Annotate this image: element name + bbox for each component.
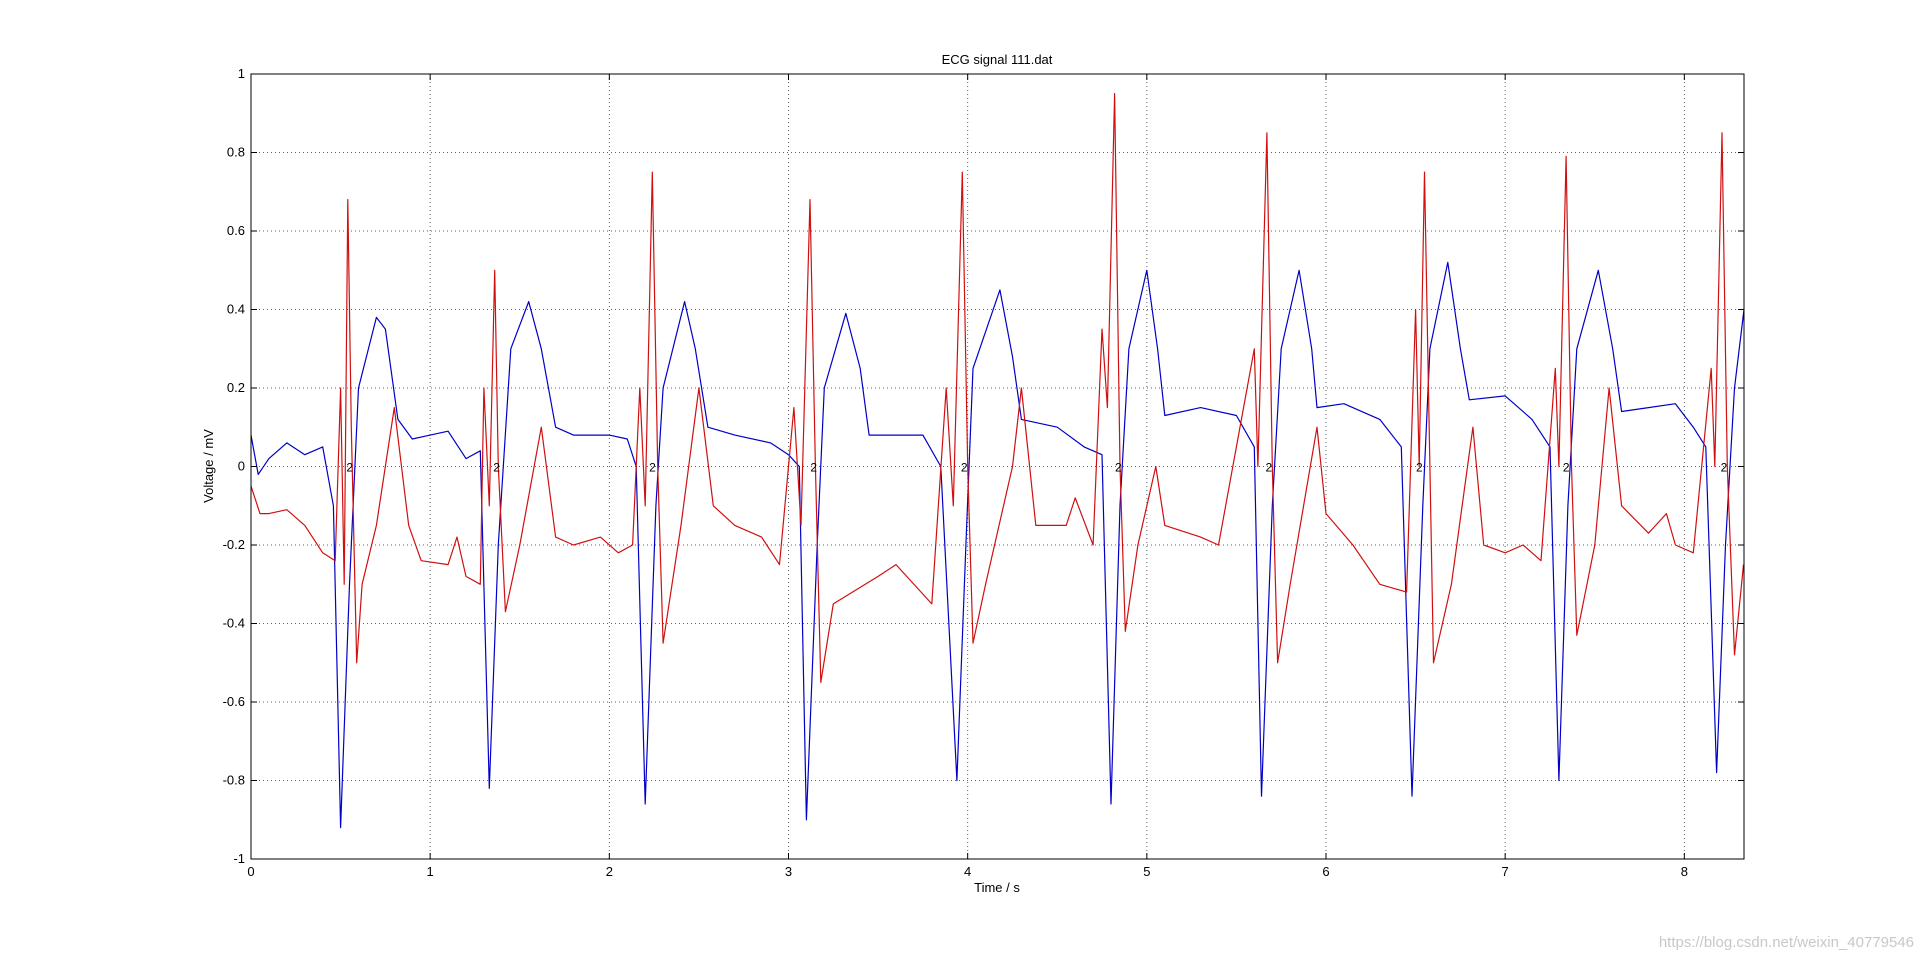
y-tick-label: 0.4 — [227, 302, 245, 317]
plot-background — [251, 74, 1744, 859]
beat-annotations: 2 2 2 2 2 2 2 2 2 2 — [346, 461, 1727, 475]
beat-annotation-label: 2 — [961, 461, 968, 475]
y-tick-label: -0.4 — [223, 616, 245, 631]
y-tick-label: -0.8 — [223, 773, 245, 788]
x-axis-label: Time / s — [974, 880, 1020, 895]
beat-annotation-label: 2 — [1721, 461, 1728, 475]
beat-annotation-label: 2 — [1563, 461, 1570, 475]
x-tick-label: 7 — [1502, 864, 1509, 879]
ecg-series-line-2 — [250, 92, 1745, 684]
beat-annotation-label: 2 — [1115, 461, 1122, 475]
beat-annotation-label: 2 — [1266, 461, 1273, 475]
y-tick-label: -0.6 — [223, 694, 245, 709]
y-tick-label: 0.2 — [227, 380, 245, 395]
y-axis-label: Voltage / mV — [201, 429, 216, 503]
x-tick-label: 6 — [1322, 864, 1329, 879]
ecg-series-line-1 — [250, 261, 1745, 829]
series-group — [250, 92, 1745, 829]
y-tick-label: -1 — [233, 851, 245, 866]
y-tick-label: -0.2 — [223, 537, 245, 552]
y-tick-label: 0.6 — [227, 223, 245, 238]
x-tick-label: 0 — [247, 864, 254, 879]
x-tick-label: 4 — [964, 864, 971, 879]
y-tick-label: 0 — [238, 459, 245, 474]
chart-title: ECG signal 111.dat — [942, 52, 1053, 67]
x-tick-label: 2 — [606, 864, 613, 879]
y-tick-label: 0.8 — [227, 145, 245, 160]
x-tick-label: 5 — [1143, 864, 1150, 879]
beat-annotation-label: 2 — [649, 461, 656, 475]
beat-annotation-label: 2 — [1416, 461, 1423, 475]
beat-annotation-label: 2 — [810, 461, 817, 475]
x-tick-label: 8 — [1681, 864, 1688, 879]
beat-annotation-label: 2 — [346, 461, 353, 475]
x-tick-label: 1 — [427, 864, 434, 879]
x-tick-label: 3 — [785, 864, 792, 879]
watermark-text: https://blog.csdn.net/weixin_40779546 — [1658, 934, 1914, 951]
axis-ticks: 0 1 2 3 4 5 6 7 8 -1 -0.8 -0.6 -0.4 -0.2 0 0.2 0.4 0.6 0.8… — [223, 66, 1744, 879]
y-tick-label: 1 — [238, 66, 245, 81]
beat-annotation-label: 2 — [493, 461, 500, 475]
